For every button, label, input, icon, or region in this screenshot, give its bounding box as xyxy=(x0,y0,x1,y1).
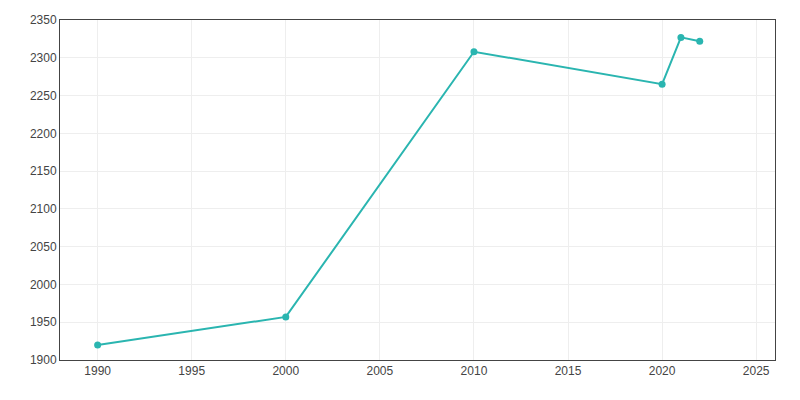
svg-text:2300: 2300 xyxy=(30,51,57,65)
svg-text:2005: 2005 xyxy=(367,364,394,378)
svg-text:2250: 2250 xyxy=(30,89,57,103)
svg-text:1900: 1900 xyxy=(30,353,57,367)
svg-text:2350: 2350 xyxy=(30,13,57,27)
svg-text:2050: 2050 xyxy=(30,240,57,254)
svg-text:2000: 2000 xyxy=(30,278,57,292)
svg-text:1995: 1995 xyxy=(178,364,205,378)
svg-text:2025: 2025 xyxy=(743,364,770,378)
svg-text:2020: 2020 xyxy=(649,364,676,378)
svg-text:2015: 2015 xyxy=(555,364,582,378)
svg-text:2000: 2000 xyxy=(272,364,299,378)
svg-text:2010: 2010 xyxy=(461,364,488,378)
svg-text:2150: 2150 xyxy=(30,164,57,178)
svg-text:1950: 1950 xyxy=(30,315,57,329)
svg-text:1990: 1990 xyxy=(84,364,111,378)
svg-text:2100: 2100 xyxy=(30,202,57,216)
svg-text:2200: 2200 xyxy=(30,127,57,141)
